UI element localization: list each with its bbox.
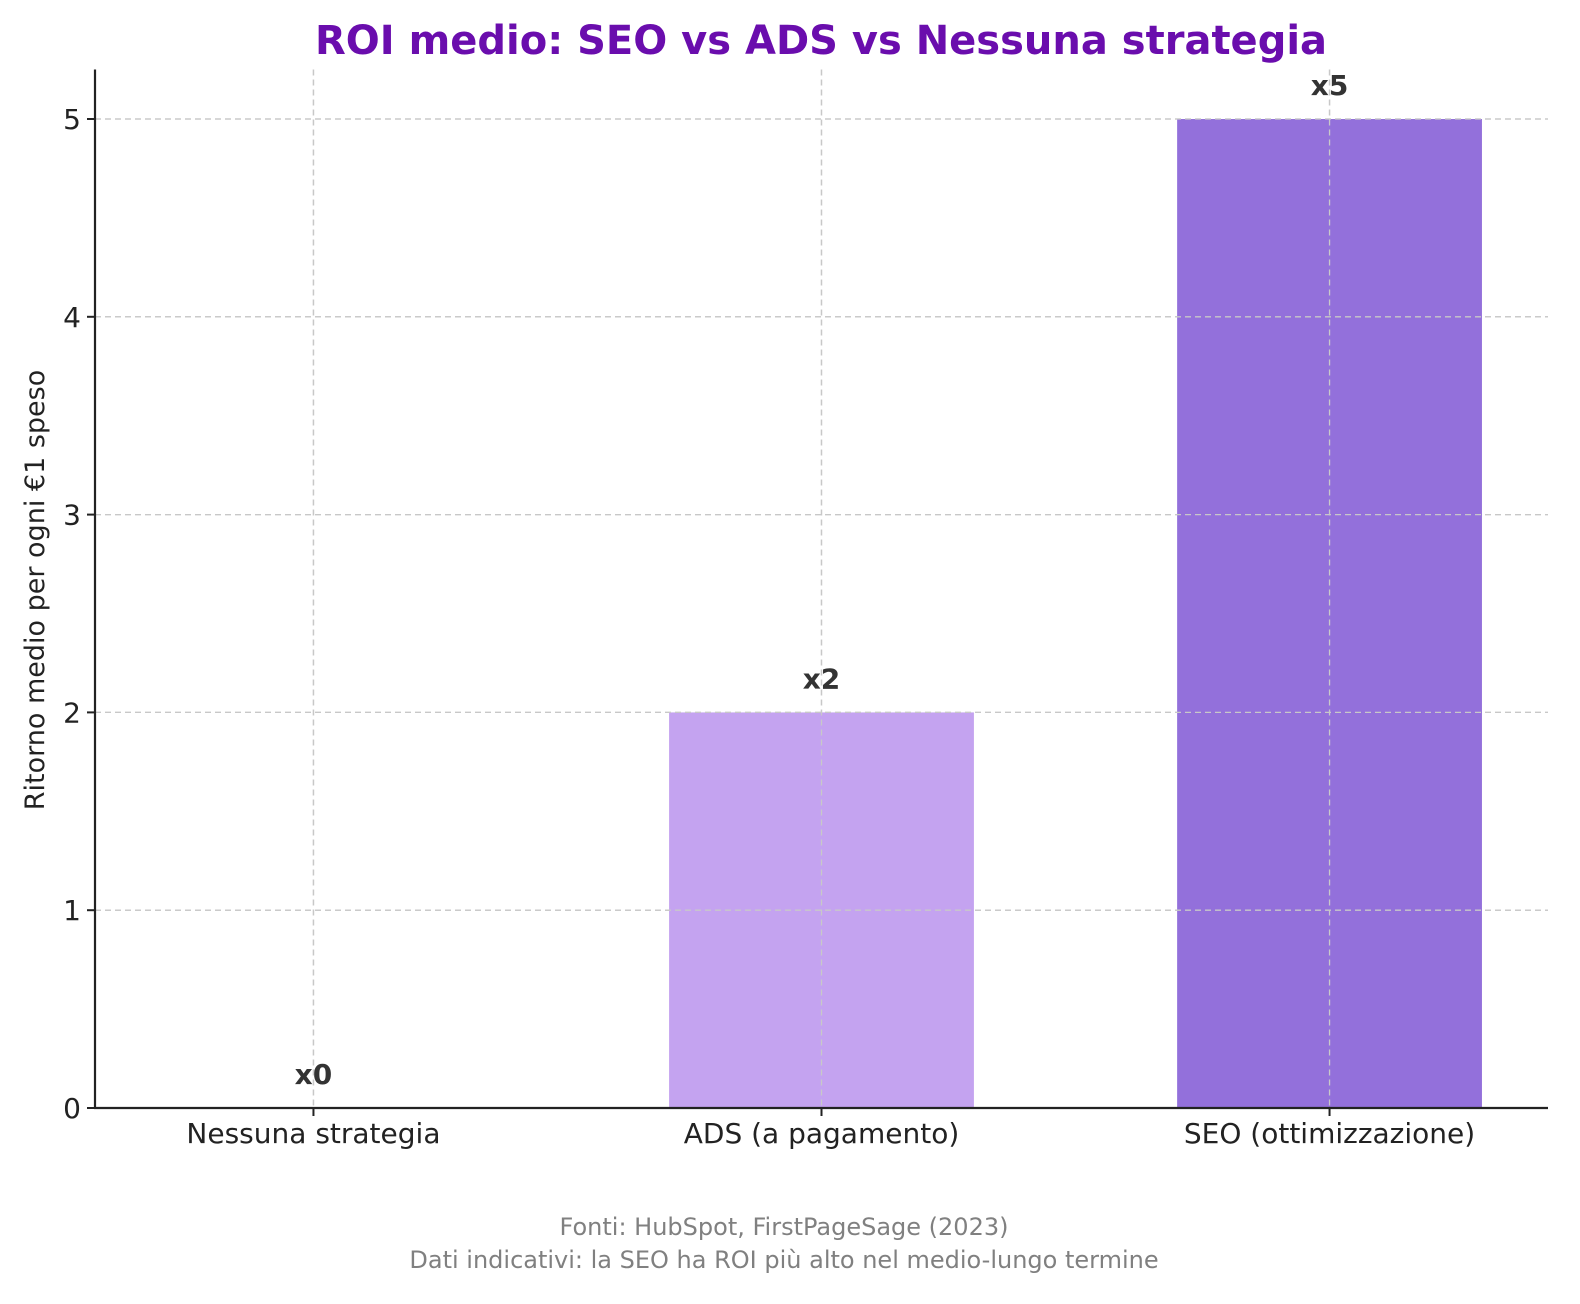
x-tick-label: SEO (ottimizzazione) [1184,1117,1475,1150]
y-tick-label: 5 [63,103,81,136]
y-tick-label: 1 [63,894,81,927]
y-tick-label: 0 [63,1092,81,1125]
y-tick-label: 2 [63,696,81,729]
footnote-note: Dati indicativi: la SEO ha ROI più alto … [409,1246,1158,1274]
chart-title: ROI medio: SEO vs ADS vs Nessuna strateg… [315,18,1327,64]
x-tick-label: ADS (a pagamento) [684,1117,960,1150]
footnote-source: Fonti: HubSpot, FirstPageSage (2023) [560,1213,1009,1241]
axes: 0 1 2 3 4 5 Nessuna strategia ADS (a pagamento)… [63,69,1548,1150]
y-axis-label: Ritorno medio per ogni €1 speso [20,370,51,811]
x-tick-label: Nessuna strategia [186,1117,440,1150]
y-tick-label: 4 [63,301,81,334]
y-tick-label: 3 [63,499,81,532]
